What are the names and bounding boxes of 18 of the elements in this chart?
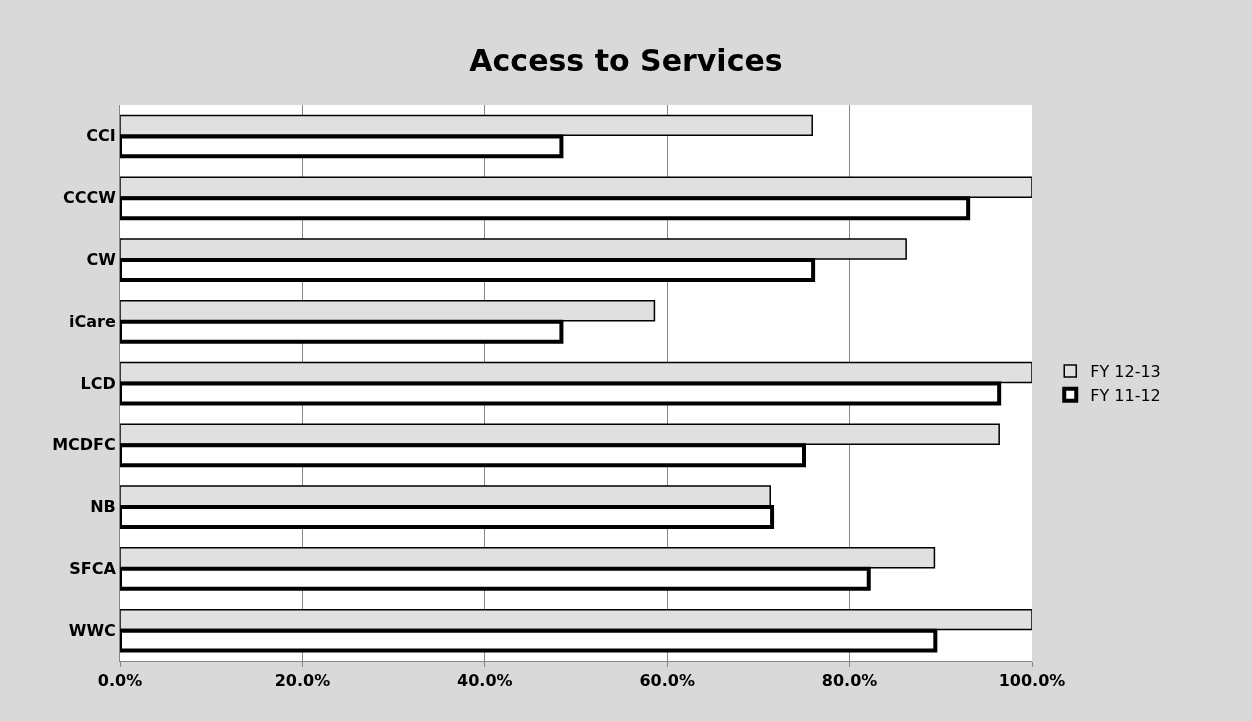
x-tick-label: 60.0% <box>639 671 695 691</box>
y-tick-label: CW <box>86 250 117 270</box>
y-tick-label: iCare <box>69 311 116 331</box>
x-tick-label: 80.0% <box>821 671 878 691</box>
chart-title: Access to Services <box>469 43 783 79</box>
y-tick-label: CCCW <box>62 188 117 208</box>
y-tick-label: LCD <box>80 373 116 393</box>
legend-label: FY 12-13 <box>1090 362 1161 382</box>
x-tick-label: 20.0% <box>274 671 331 691</box>
y-tick-label: SFCA <box>69 558 117 578</box>
legend-label: FY 11-12 <box>1090 385 1161 405</box>
y-tick-label: CCI <box>86 126 116 146</box>
x-tick-label: 100.0% <box>998 671 1066 691</box>
y-tick-label: WWC <box>68 620 116 640</box>
y-tick-label: NB <box>90 497 116 517</box>
y-tick-label: MCDFC <box>52 435 116 455</box>
x-tick-label: 0.0% <box>97 671 143 691</box>
x-tick-label: 40.0% <box>457 671 513 691</box>
